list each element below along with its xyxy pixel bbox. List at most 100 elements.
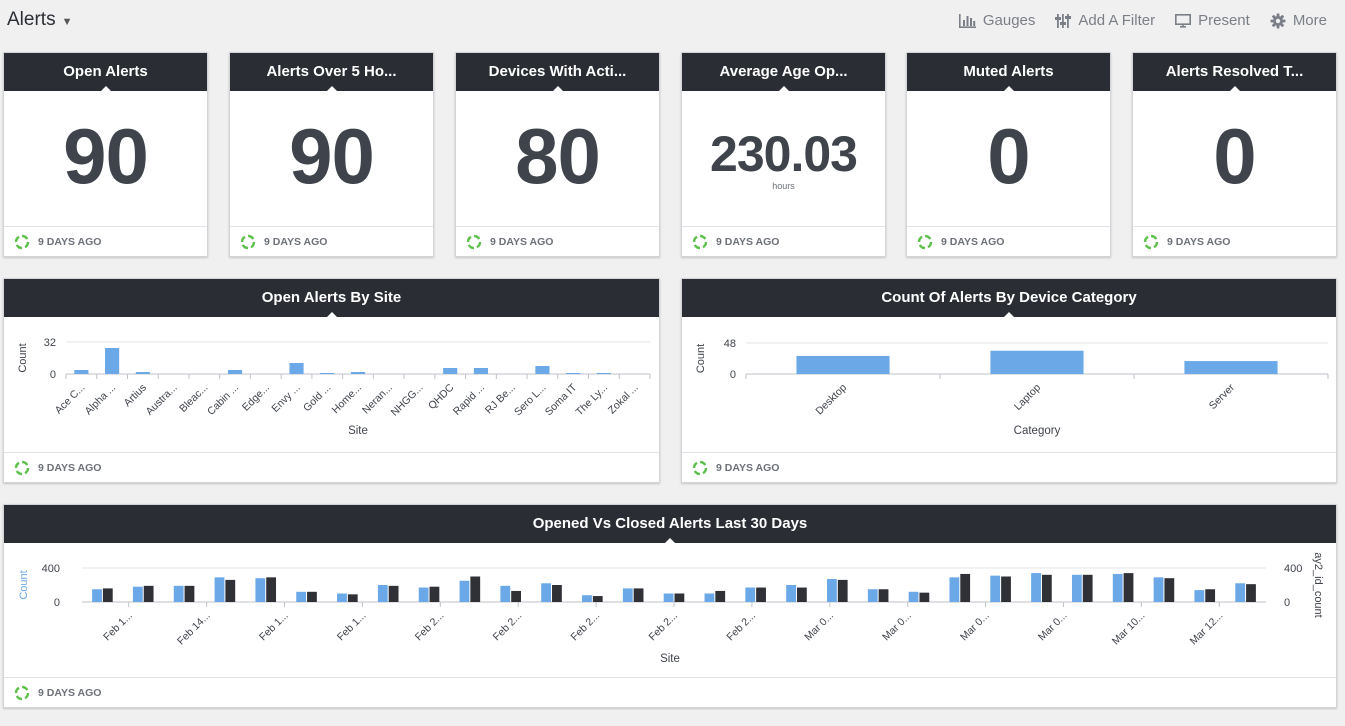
bar-closed (225, 579, 236, 602)
card-footer: 9 DAYS AGO (456, 226, 659, 256)
x-tick-label: Feb 2... (413, 610, 447, 644)
x-tick-label: Austra... (144, 382, 180, 418)
updated-label: 9 DAYS AGO (1167, 235, 1231, 248)
card-title: Alerts Over 5 Ho... (230, 53, 433, 91)
bar-closed (1164, 578, 1175, 602)
metric-card-devices-with-active[interactable]: Devices With Acti... 80 9 DAYS AGO (455, 52, 660, 257)
bar (227, 370, 243, 374)
bar (596, 373, 611, 374)
refresh-icon[interactable] (14, 460, 30, 476)
x-tick-label: Mar 0... (1036, 610, 1070, 644)
x-tick-label: Artius (121, 382, 148, 409)
card-footer: 9 DAYS AGO (682, 452, 1336, 482)
bar (990, 350, 1084, 374)
x-tick-label: Mar 0... (958, 610, 992, 644)
x-tick-label: Home... (330, 382, 364, 416)
more-label: More (1292, 12, 1327, 29)
bar (796, 355, 890, 374)
y-axis-label: Count (17, 343, 29, 372)
top-bar: Alerts ▼ Gauges Add A Filter Present Mo (0, 0, 1345, 44)
bar-chart-icon (958, 13, 976, 28)
card-title: Opened Vs Closed Alerts Last 30 Days (4, 505, 1336, 543)
card-title: Open Alerts (4, 53, 207, 91)
bar-closed (1246, 584, 1256, 602)
x-axis-label: Category (1014, 425, 1061, 437)
bar-opened (1071, 574, 1082, 602)
add-filter-button[interactable]: Add A Filter (1055, 12, 1155, 29)
dashboard-title: Alerts (7, 9, 56, 30)
refresh-icon[interactable] (1143, 234, 1159, 250)
bar-opened (1194, 590, 1205, 602)
bar-closed (429, 586, 440, 602)
metric-card-average-age[interactable]: Average Age Op... 230.03 hours 9 DAYS AG… (681, 52, 886, 257)
bar-closed (715, 590, 726, 602)
bar (566, 373, 581, 374)
dashboard-title-dropdown[interactable]: Alerts ▼ (7, 9, 72, 31)
bar-closed (756, 587, 766, 602)
metric-card-open-alerts[interactable]: Open Alerts 90 9 DAYS AGO (3, 52, 208, 257)
bar-closed (1001, 576, 1011, 602)
bar-opened (418, 587, 429, 602)
filter-sliders-icon (1055, 13, 1072, 28)
bar-opened (827, 579, 837, 602)
x-axis-label: Site (348, 425, 368, 437)
x-tick-label: Alpha ... (82, 382, 118, 418)
bar-opened (92, 589, 102, 602)
refresh-icon[interactable] (14, 234, 30, 250)
card-title: Open Alerts By Site (4, 279, 659, 317)
present-button[interactable]: Present (1175, 12, 1250, 29)
bar-opened (745, 587, 756, 602)
bar-closed (470, 576, 481, 602)
y-tick-label: 400 (42, 563, 60, 575)
metric-value: 80 (515, 112, 601, 200)
card-title: Alerts Resolved T... (1133, 53, 1336, 91)
toolbar: Gauges Add A Filter Present More (958, 12, 1327, 29)
category-chart-area: 0 48 Desktop Laptop Server Count Category (682, 317, 1336, 452)
opened-vs-closed-chart: 0 0 400 400 Feb 1... Feb 14... Feb 1... Feb 1..… (18, 552, 1324, 665)
metric-card-alerts-over-5-hours[interactable]: Alerts Over 5 Ho... 90 9 DAYS AGO (229, 52, 434, 257)
bar-closed (837, 579, 848, 602)
x-tick-label: Cabin ... (205, 382, 241, 418)
bar-opened (1031, 573, 1041, 602)
x-tick-label: Feb 1... (257, 610, 291, 644)
bar-closed (552, 585, 562, 602)
metric-card-alerts-resolved[interactable]: Alerts Resolved T... 0 9 DAYS AGO (1132, 52, 1337, 257)
x-tick-label: Sero L... (512, 382, 549, 419)
updated-label: 9 DAYS AGO (716, 235, 780, 248)
bar-closed (102, 588, 113, 602)
bar-closed (511, 590, 521, 602)
refresh-icon[interactable] (14, 685, 30, 701)
y2-tick-label: 400 (1284, 563, 1302, 575)
site-chart-area: 0 32 Ace C... Alpha ... Artius Austra... Bleac… (4, 317, 659, 452)
bar-opened (377, 585, 388, 602)
x-tick-label: Mar 12... (1188, 610, 1226, 648)
refresh-icon[interactable] (466, 234, 482, 250)
bar-closed (1082, 574, 1093, 602)
gauges-button[interactable]: Gauges (958, 12, 1035, 29)
metric-card-muted-alerts[interactable]: Muted Alerts 0 9 DAYS AGO (906, 52, 1111, 257)
refresh-icon[interactable] (692, 234, 708, 250)
bar-opened (949, 577, 960, 602)
more-button[interactable]: More (1270, 12, 1327, 29)
bar-opened (786, 585, 796, 602)
y2-tick-label: 0 (1284, 597, 1290, 609)
bar-opened (663, 593, 674, 602)
bar-closed (143, 585, 154, 602)
metric-value: 90 (289, 112, 375, 200)
card-footer: 9 DAYS AGO (230, 226, 433, 256)
bar-opened (337, 593, 347, 602)
bar (443, 368, 458, 374)
chart-card-opened-vs-closed[interactable]: Opened Vs Closed Alerts Last 30 Days 0 0 4… (3, 504, 1337, 708)
x-tick-label: NHGG... (389, 382, 426, 419)
card-footer: 9 DAYS AGO (4, 452, 659, 482)
chart-card-alerts-by-device-category[interactable]: Count Of Alerts By Device Category 0 48 De… (681, 278, 1337, 483)
refresh-icon[interactable] (692, 460, 708, 476)
refresh-icon[interactable] (240, 234, 256, 250)
card-title: Average Age Op... (682, 53, 885, 91)
card-title: Devices With Acti... (456, 53, 659, 91)
chevron-down-icon: ▼ (61, 15, 73, 28)
refresh-icon[interactable] (917, 234, 933, 250)
chart-card-open-alerts-by-site[interactable]: Open Alerts By Site 0 32 Ace C... Alpha ...… (3, 278, 660, 483)
y-tick-label: 48 (724, 338, 736, 350)
